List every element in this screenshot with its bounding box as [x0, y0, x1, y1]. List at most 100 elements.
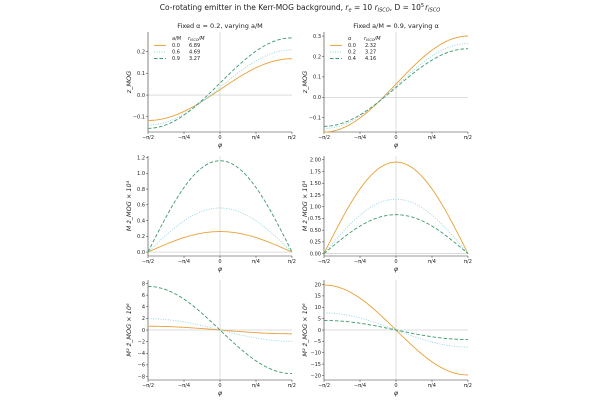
legend: α rISCO/M 0.0 2.32 0.2 3.27 0.4 4.16 — [330, 36, 381, 62]
x-tick-label: π/4 — [428, 383, 436, 389]
panel-title: Fixed α = 0.2, varying a/M — [177, 22, 263, 30]
x-tick-label: π/2 — [464, 383, 472, 389]
figure-title: Co-rotating emitter in the Kerr-MOG back… — [160, 3, 441, 14]
y-axis-label: z_MOG — [125, 71, 133, 94]
y-tick-label: −0.1 — [309, 116, 321, 122]
x-axis-label: φ — [394, 141, 399, 149]
x-tick-label: −π/4 — [178, 259, 190, 265]
y-tick-label: 1.25 — [310, 193, 321, 199]
x-tick-label: 0 — [218, 383, 221, 389]
panel-title: Fixed a/M = 0.9, varying α — [353, 22, 439, 30]
x-tick-label: π/2 — [464, 135, 472, 141]
y-tick-label: −20 — [310, 373, 321, 379]
series-line — [147, 231, 293, 253]
x-tick-label: π/4 — [252, 259, 260, 265]
y-tick-label: 4 — [142, 305, 145, 311]
y-axis-label: M² z̈_MOG × 10⁶ — [125, 303, 133, 357]
x-tick-label: π/2 — [288, 383, 296, 389]
x-tick-label: −π/4 — [354, 259, 366, 265]
x-tick-label: 0 — [218, 259, 221, 265]
y-axis-label: z_MOG — [301, 71, 309, 94]
panel-ddz-right: −20 −15 −10 −5 0 5 10 15 20 −π/2 −π/4 0 π/4 π/2 φ M² z̈… — [301, 280, 472, 397]
y-tick-label: 1.2 — [137, 155, 145, 161]
y-tick-label: −10 — [310, 351, 321, 357]
panels: −0.1 0.0 0.1 0.2 −π/2 −π/4 0 π/4 π/2 φ z_MOG Fixed … — [125, 22, 472, 397]
y-tick-label: 0.6 — [137, 203, 145, 209]
y-tick-label: 6 — [142, 293, 145, 299]
x-tick-label: −π/2 — [142, 135, 154, 141]
x-tick-label: 0 — [394, 383, 397, 389]
y-tick-label: 5 — [318, 316, 321, 322]
x-tick-label: −π/4 — [178, 135, 190, 141]
y-tick-label: 0.1 — [313, 75, 321, 81]
legend-value: 4.69 — [189, 50, 200, 56]
series-line — [147, 160, 293, 253]
x-tick-label: π/4 — [428, 259, 436, 265]
legend: a/M rISCO/M 0.0 6.89 0.6 4.69 0.9 3.27 — [154, 36, 205, 62]
y-tick-label: 10 — [315, 305, 321, 311]
series-line — [147, 318, 293, 342]
legend-label: 0.9 — [172, 56, 180, 62]
x-tick-label: π/4 — [252, 135, 260, 141]
y-tick-label: 1.0 — [137, 171, 145, 177]
legend-value: 3.27 — [189, 56, 200, 62]
x-tick-label: 0 — [394, 259, 397, 265]
y-tick-label: 15 — [315, 294, 321, 300]
legend-value: 2.32 — [365, 43, 376, 49]
x-axis-label: φ — [218, 389, 223, 397]
y-tick-label: 0.75 — [310, 216, 321, 222]
legend-title-extra: rISCO/M — [364, 36, 381, 42]
y-tick-label: 0.00 — [310, 251, 321, 257]
y-tick-label: 2.00 — [310, 158, 321, 164]
series-line — [147, 49, 293, 126]
y-tick-label: 0.25 — [310, 240, 321, 246]
y-tick-label: 1.00 — [310, 205, 321, 211]
legend-value: 3.27 — [365, 50, 376, 56]
y-tick-label: −15 — [310, 362, 321, 368]
y-tick-label: 1.50 — [310, 181, 321, 187]
x-axis-label: φ — [218, 265, 223, 273]
y-tick-label: 8 — [142, 281, 145, 287]
x-axis-label: φ — [394, 389, 399, 397]
y-tick-label: 1.75 — [310, 169, 321, 175]
series-line — [323, 43, 469, 129]
legend-label: 0.0 — [348, 43, 356, 49]
x-tick-label: −π/4 — [354, 383, 366, 389]
series-line — [323, 320, 469, 340]
y-axis-label: M² z̈_MOG × 10⁶ — [301, 303, 309, 357]
y-tick-label: −4 — [138, 351, 145, 357]
y-tick-label: 0.0 — [137, 250, 145, 256]
x-axis-label: φ — [218, 141, 223, 149]
series-line — [147, 207, 293, 253]
y-tick-label: 0.2 — [137, 49, 145, 55]
legend-value: 4.16 — [365, 56, 376, 62]
x-tick-label: −π/2 — [142, 259, 154, 265]
y-tick-label: 0 — [142, 328, 145, 334]
y-tick-label: 0.3 — [313, 34, 321, 40]
x-tick-label: −π/2 — [142, 383, 154, 389]
y-tick-label: −5 — [314, 339, 321, 345]
y-tick-label: −2 — [138, 339, 145, 345]
y-tick-label: −6 — [138, 363, 145, 369]
panel-ddz-left: −8 −6 −4 −2 0 2 4 6 8 −π/2 −π/4 0 π/4 π/2 φ M² z̈_MOG ×… — [125, 280, 296, 397]
x-tick-label: 0 — [218, 135, 221, 141]
y-tick-label: 20 — [315, 282, 321, 288]
y-tick-label: 0 — [318, 328, 321, 334]
legend-label: 0.4 — [348, 56, 356, 62]
x-tick-label: −π/2 — [318, 383, 330, 389]
legend-label: 0.2 — [348, 50, 356, 56]
x-tick-label: π/2 — [288, 135, 296, 141]
y-tick-label: −0.1 — [133, 115, 145, 121]
x-tick-label: π/2 — [464, 259, 472, 265]
panel-dz-right: 0.00 0.25 0.50 0.75 1.00 1.25 1.50 1.75 2.00 −π/2… — [301, 156, 472, 273]
legend-title-param: α — [348, 36, 352, 42]
x-tick-label: π/2 — [288, 259, 296, 265]
legend-label: 0.6 — [172, 50, 180, 56]
series-line — [323, 198, 469, 254]
y-tick-label: 0.0 — [313, 95, 321, 101]
y-tick-label: −8 — [138, 374, 145, 380]
y-tick-label: 0.4 — [137, 218, 145, 224]
x-tick-label: −π/4 — [354, 135, 366, 141]
y-axis-label: M ż_MOG × 10³ — [301, 180, 309, 231]
